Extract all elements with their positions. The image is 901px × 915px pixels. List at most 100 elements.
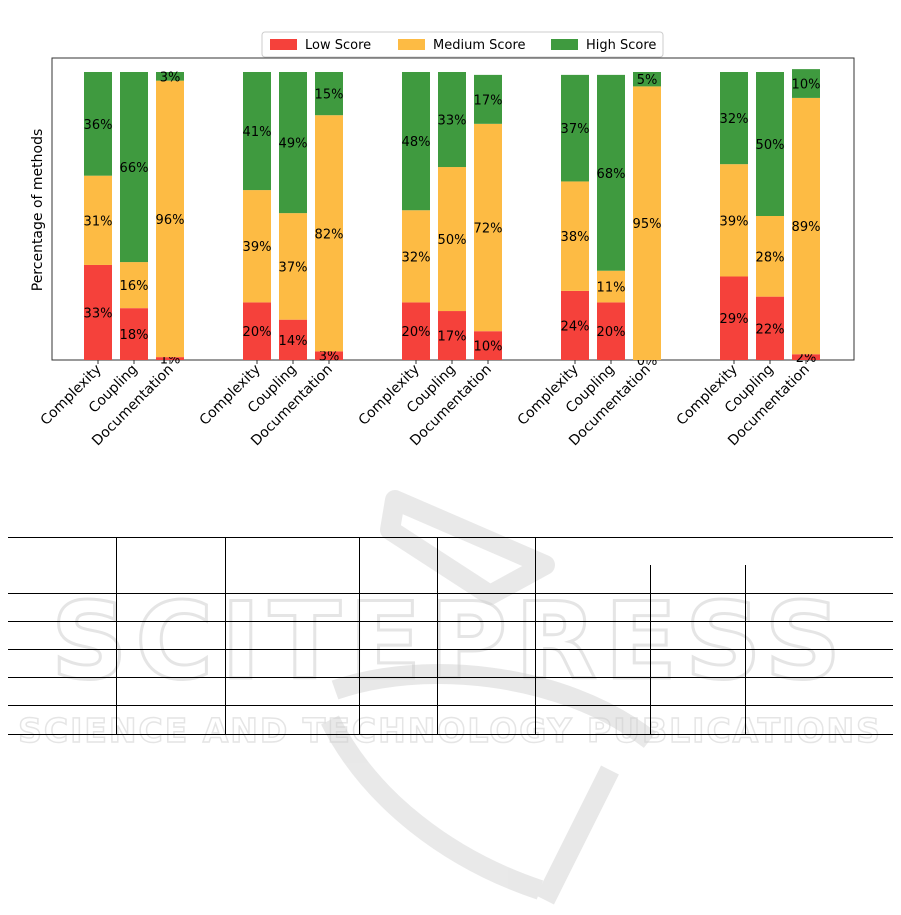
- bar-segment-low-score: [474, 331, 502, 360]
- data-label: 66%: [120, 161, 149, 176]
- data-label: 37%: [561, 122, 590, 137]
- bar-segment-medium-score: [474, 123, 502, 332]
- data-label: 24%: [561, 319, 590, 334]
- data-label: 32%: [720, 112, 749, 127]
- bar-segment-medium-score: [633, 86, 661, 361]
- bar-segment-high-score: [243, 72, 271, 191]
- data-label: 50%: [756, 138, 785, 153]
- data-label: 95%: [633, 217, 662, 232]
- data-label: 3%: [160, 70, 181, 85]
- bar-segment-medium-score: [120, 262, 148, 309]
- data-label: 89%: [792, 220, 821, 235]
- legend-label: Medium Score: [433, 38, 526, 53]
- bar-segment-medium-score: [279, 213, 307, 320]
- data-label: 72%: [474, 222, 503, 237]
- bar-segment-medium-score: [84, 175, 112, 265]
- legend-box: [261, 31, 664, 58]
- data-label: 33%: [84, 306, 113, 321]
- data-label: 2%: [796, 351, 817, 366]
- bar-segment-medium-score: [720, 164, 748, 277]
- data-label: 82%: [315, 227, 344, 242]
- bar-segment-low-score: [315, 351, 343, 360]
- data-label: 14%: [279, 334, 308, 349]
- data-label: 29%: [720, 312, 749, 327]
- bar-segment-high-score: [156, 72, 184, 81]
- data-label: 22%: [756, 322, 785, 337]
- data-label: 96%: [156, 213, 185, 228]
- watermark-main-text: SCITEPRESS: [51, 580, 849, 703]
- y-axis-label: Percentage of methods: [30, 129, 46, 292]
- bars-layer: 33%31%36%18%16%66%1%96%3%20%39%41%14%37%…: [84, 69, 821, 369]
- data-label: 49%: [279, 137, 308, 152]
- legend: Low Score Medium Score High Score: [261, 31, 664, 58]
- bar-segment-medium-score: [756, 216, 784, 297]
- data-label: 37%: [279, 260, 308, 275]
- bar-segment-high-score: [84, 72, 112, 176]
- data-label: 3%: [319, 350, 340, 365]
- data-label: 36%: [84, 118, 113, 133]
- bar-segment-high-score: [561, 74, 589, 182]
- data-label: 41%: [243, 125, 272, 140]
- bar-segment-medium-score: [315, 115, 343, 352]
- data-label: 33%: [438, 114, 467, 129]
- legend-swatch: [270, 39, 297, 50]
- bar-segment-high-score: [438, 72, 466, 168]
- data-label: 10%: [792, 78, 821, 93]
- bar-segment-high-score: [279, 72, 307, 214]
- data-label: 50%: [438, 233, 467, 248]
- legend-swatch: [398, 39, 425, 50]
- data-label: 38%: [561, 230, 590, 245]
- bar-segment-high-score: [792, 69, 820, 98]
- bar-segment-medium-score: [243, 190, 271, 303]
- data-label: 68%: [597, 167, 626, 182]
- data-label: 48%: [402, 135, 431, 150]
- data-label: 18%: [120, 328, 149, 343]
- data-label: 5%: [637, 73, 658, 88]
- bar-segment-low-score: [561, 290, 589, 360]
- data-label: 17%: [474, 93, 503, 108]
- legend-label: Low Score: [305, 38, 371, 53]
- bar-segment-low-score: [756, 296, 784, 360]
- bar-segment-low-score: [243, 302, 271, 360]
- legend-label: High Score: [586, 38, 656, 53]
- empty-table: [8, 537, 893, 735]
- watermark-sub-text: SCIENCE AND TECHNOLOGY PUBLICATIONS: [18, 711, 882, 750]
- data-label: 11%: [597, 281, 626, 296]
- bar-segment-low-score: [792, 354, 820, 360]
- bar-segment-high-score: [474, 74, 502, 124]
- data-label: 39%: [720, 214, 749, 229]
- data-label: 15%: [315, 88, 344, 103]
- bar-segment-medium-score: [402, 210, 430, 303]
- data-label: 16%: [120, 279, 149, 294]
- bar-segment-medium-score: [792, 97, 820, 355]
- bar-segment-high-score: [402, 72, 430, 211]
- bar-segment-high-score: [315, 72, 343, 116]
- bar-segment-medium-score: [561, 181, 589, 291]
- legend-swatch: [551, 39, 578, 50]
- bar-segment-medium-score: [438, 167, 466, 312]
- bar-segment-low-score: [84, 264, 112, 360]
- bar-segment-high-score: [597, 74, 625, 271]
- bar-segment-low-score: [279, 319, 307, 360]
- data-label: 10%: [474, 340, 503, 355]
- bar-segment-high-score: [120, 72, 148, 263]
- stacked-bar-chart: Percentage of methods 33% 31% 36% 18% 16% 66%…: [30, 31, 855, 449]
- data-label: 20%: [243, 325, 272, 340]
- watermark: SCITEPRESS SCIENCE AND TECHNOLOGY PUBLIC…: [17, 490, 882, 905]
- data-label: 28%: [756, 250, 785, 265]
- bar-segment-low-score: [720, 276, 748, 360]
- data-label: 32%: [402, 250, 431, 265]
- bar-segment-medium-score: [597, 270, 625, 303]
- data-label: 31%: [84, 214, 113, 229]
- bar-segment-low-score: [402, 302, 430, 360]
- bar-segment-medium-score: [156, 80, 184, 358]
- data-label: 39%: [243, 240, 272, 255]
- bar-segment-low-score: [438, 311, 466, 360]
- bar-segment-high-score: [720, 72, 748, 165]
- bar-segment-high-score: [756, 72, 784, 216]
- data-label: 20%: [402, 325, 431, 340]
- bar-segment-low-score: [120, 308, 148, 360]
- data-label: 20%: [597, 325, 626, 340]
- bar-segment-high-score: [633, 72, 661, 87]
